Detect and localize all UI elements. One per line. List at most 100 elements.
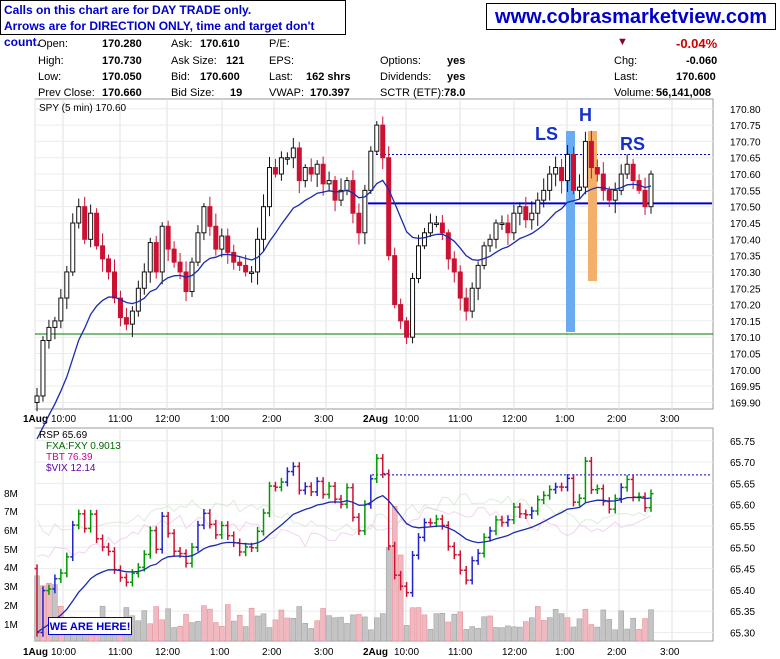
volume-bar	[523, 621, 529, 642]
price-candle	[368, 150, 374, 191]
rsp-x-tick-label: 11:00	[448, 647, 473, 658]
price-candle	[421, 232, 427, 247]
volume-bar	[558, 613, 565, 642]
volume-bar	[379, 613, 386, 642]
price-candle	[392, 255, 398, 306]
price-candle	[499, 222, 505, 225]
rsp-x-tick-label: 1:00	[555, 647, 575, 658]
ask-size-value: 121	[226, 55, 245, 67]
price-tick-label: 169.90	[730, 398, 761, 409]
price-candle	[612, 189, 618, 201]
volume-bar	[183, 614, 189, 642]
volume-bar	[278, 609, 285, 642]
volume-bar	[517, 626, 523, 642]
volume-bar	[213, 622, 219, 642]
price-candle	[58, 297, 64, 322]
price-x-tick-label: 11:00	[448, 414, 473, 425]
price-candle	[231, 251, 237, 263]
price-candle	[94, 212, 100, 247]
price-candle	[201, 206, 207, 234]
price-tick-label: 170.60	[730, 170, 761, 181]
rsp-x-tick-label: 1Aug	[23, 647, 48, 658]
rsp-tick-label: 65.75	[730, 437, 755, 448]
volume-bar	[326, 615, 332, 642]
volume-bar	[588, 624, 595, 642]
volume-bar	[266, 627, 273, 642]
price-x-tick-label: 12:00	[502, 414, 527, 425]
volume-bar	[534, 606, 541, 642]
price-tick-label: 170.05	[730, 350, 761, 361]
volume-bar	[618, 610, 624, 642]
price-candle	[523, 206, 529, 221]
price-candle	[183, 271, 189, 293]
price-tick-label: 169.95	[730, 382, 761, 393]
options-label: Options:	[380, 55, 421, 67]
open-value: 170.280	[102, 38, 142, 50]
volume-bar	[362, 616, 368, 642]
rsp-tick-label: 65.55	[730, 522, 755, 533]
volume-bar	[451, 613, 458, 642]
price-candle	[314, 163, 320, 175]
volume-bar	[171, 627, 177, 642]
fxa-overlay-line	[36, 493, 652, 536]
rsp-x-tick-label: 2Aug	[363, 647, 388, 658]
volume-bar	[493, 627, 499, 642]
price-candle	[88, 212, 94, 240]
price-candle	[147, 242, 153, 273]
price-candle	[272, 167, 278, 175]
price-tick-label: 170.55	[730, 186, 761, 197]
volume-bar	[403, 625, 410, 642]
rsp-moving-average	[36, 494, 652, 634]
indicator-panel-frame	[34, 427, 714, 642]
price-candle	[445, 232, 451, 260]
volume-tick-label: 8M	[4, 489, 18, 500]
volume-bar	[487, 615, 493, 642]
volume-bar	[165, 608, 171, 642]
volume-bar	[314, 620, 320, 642]
price-tick-label: 170.50	[730, 203, 761, 214]
price-moving-average	[36, 179, 652, 440]
volume-bar	[636, 629, 642, 642]
price-candle	[40, 339, 46, 397]
volume-bar	[570, 626, 577, 642]
price-candle	[481, 245, 487, 266]
price-x-tick-label: 1Aug	[23, 414, 48, 425]
price-candle	[439, 222, 445, 234]
price-candle	[380, 124, 386, 159]
tbt-overlay-line	[36, 507, 652, 558]
volume-bar	[290, 617, 297, 642]
price-candle	[529, 212, 535, 221]
volume-bar	[511, 626, 517, 642]
price-candle	[326, 180, 332, 185]
price-x-tick-label: 1:00	[210, 414, 230, 425]
volume-value: 56,141,008	[656, 87, 712, 99]
price-candle	[642, 189, 648, 208]
volume-bar	[576, 618, 583, 642]
volume-bar	[141, 610, 148, 642]
rsp-x-tick-label: 10:00	[394, 647, 419, 658]
price-candle	[189, 261, 195, 293]
volume-bar	[236, 614, 243, 642]
price-candle	[576, 186, 582, 191]
price-tick-label: 170.20	[730, 301, 761, 312]
disclaimer-note: Calls on this chart are for DAY TRADE on…	[0, 0, 346, 49]
price-candle	[630, 163, 636, 182]
price-candle	[290, 147, 296, 159]
volume-bar	[254, 615, 261, 642]
volume-bar	[642, 618, 648, 642]
pe-label: P/E:	[269, 38, 290, 50]
price-x-tick-label: 2Aug	[363, 414, 388, 425]
rsp-x-tick-label: 3:00	[660, 647, 680, 658]
price-candle	[284, 157, 290, 160]
price-candle	[64, 271, 70, 299]
price-candle	[171, 248, 177, 263]
price-candle	[433, 222, 439, 225]
rsp-tick-label: 65.50	[730, 543, 755, 554]
website-link[interactable]: www.cobrasmarketview.com	[486, 3, 776, 30]
volume-bar	[332, 617, 338, 642]
price-tick-label: 170.30	[730, 268, 761, 279]
volume-bar	[189, 622, 195, 642]
price-candle	[302, 167, 308, 182]
price-candle	[159, 225, 165, 273]
price-candle	[332, 180, 338, 201]
